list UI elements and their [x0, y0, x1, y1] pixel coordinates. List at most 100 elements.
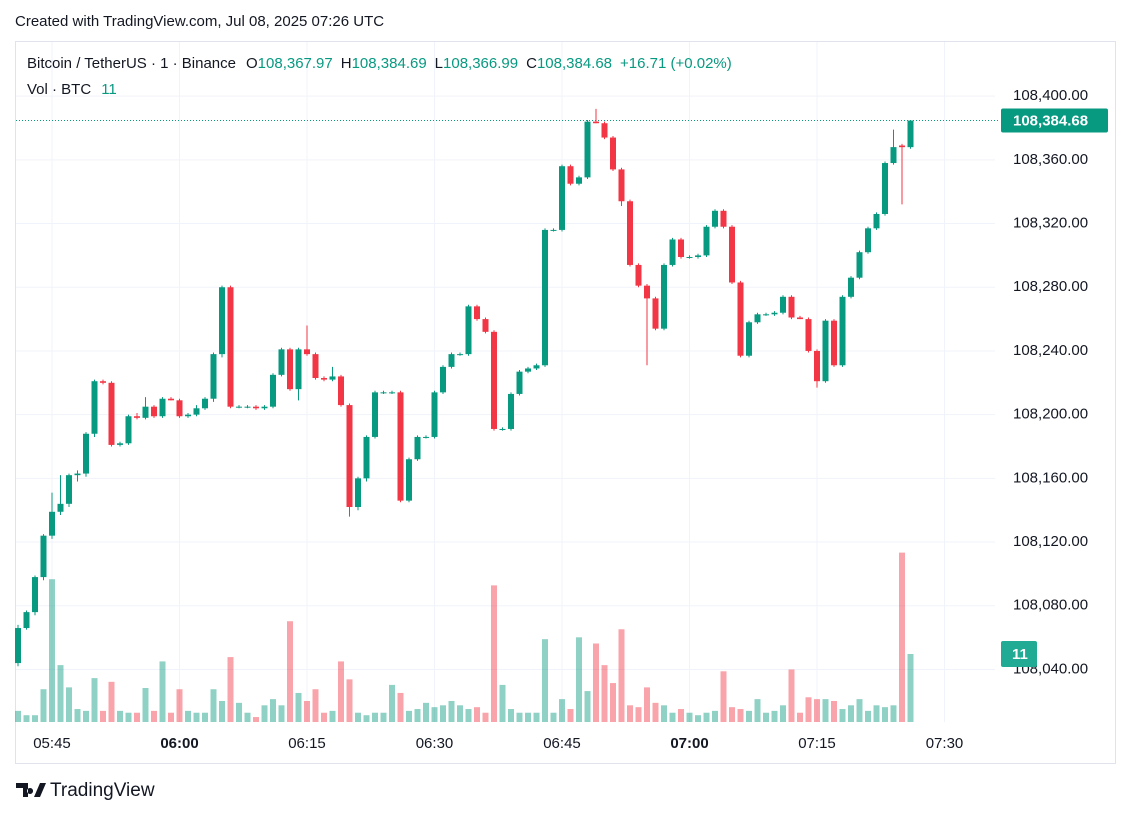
volume-bar [644, 687, 650, 722]
candle-body [516, 371, 523, 394]
candle-body [397, 392, 404, 501]
volume-bar [899, 552, 905, 722]
candle-body [856, 252, 863, 278]
legend-value: 108,366.99 [443, 55, 518, 72]
volume-bar [125, 712, 132, 722]
candle-body [151, 406, 157, 417]
volume-badge-label: 11 [1012, 646, 1028, 663]
volume-bar [236, 702, 242, 722]
candle-body [703, 226, 710, 256]
volume-bar [57, 665, 64, 722]
volume-bar [652, 702, 659, 722]
y-tick-label: 108,240.00 [1013, 342, 1088, 359]
candle-body [185, 414, 191, 417]
candle-body [295, 349, 302, 390]
x-tick-label: 06:30 [416, 735, 454, 752]
candle-body [720, 210, 727, 227]
brand-name: TradingView [50, 780, 155, 801]
x-tick-label: 06:45 [543, 735, 581, 752]
volume-bar [797, 712, 803, 722]
volume-layer [15, 552, 914, 722]
volume-bar [525, 712, 531, 722]
candle-body [729, 226, 735, 283]
candle-body [32, 577, 38, 613]
volume-bar [746, 710, 752, 722]
volume-bar [678, 709, 684, 722]
volume-bar [907, 654, 914, 722]
volume-bar [882, 707, 888, 722]
candle-body [261, 406, 268, 409]
x-tick-label: 05:45 [33, 735, 71, 752]
volume-bar [635, 707, 642, 722]
candle-body [644, 285, 650, 299]
volume-bar [839, 709, 846, 722]
volume-bar [287, 621, 293, 722]
candle-body [567, 166, 574, 184]
candle-body [831, 320, 837, 366]
volume-bar [865, 710, 871, 722]
volume-bar [168, 712, 174, 722]
volume-badge [1001, 641, 1037, 667]
y-tick-label: 108,200.00 [1013, 406, 1088, 423]
volume-bar [321, 712, 327, 722]
candle-body [253, 406, 259, 409]
y-tick-label: 108,280.00 [1013, 278, 1088, 295]
x-tick-label: 06:15 [288, 735, 326, 752]
volume-bar [771, 710, 778, 722]
volume-bar [91, 678, 98, 722]
volume-bar [720, 671, 727, 722]
candle-body [482, 319, 489, 332]
candle-body [712, 210, 718, 227]
volume-bar [474, 707, 480, 722]
candle-body [763, 314, 769, 316]
candle-body [669, 239, 676, 265]
volume-bar [593, 643, 599, 722]
candle-body [457, 354, 463, 356]
volume-bar [244, 712, 251, 722]
volume-bar [338, 661, 344, 722]
candle-body [440, 366, 446, 393]
last-price-label: 108,384.68 [1013, 113, 1088, 130]
volume-bar [210, 689, 217, 722]
candle-body [210, 354, 217, 399]
candle-body [304, 349, 310, 355]
volume-bar [202, 712, 208, 722]
candle-body [270, 374, 276, 407]
x-tick-label: 06:00 [160, 735, 198, 752]
volume-bar [584, 691, 591, 722]
x-tick-label: 07:30 [926, 735, 964, 752]
candle-body [389, 392, 395, 394]
candle-body [66, 475, 72, 504]
legend-value: 108,384.68 [537, 55, 612, 72]
volume-bar [601, 665, 608, 722]
volume-bar [312, 689, 319, 722]
volume-bar [219, 700, 225, 722]
volume-bar [482, 712, 489, 722]
volume-bar [712, 710, 718, 722]
legend-value: 108,367.97 [258, 55, 333, 72]
legend: Bitcoin / TetherUS · 1 · Binance O108,367… [27, 55, 732, 72]
candle-body [363, 436, 370, 479]
candle-body [635, 264, 642, 286]
legend-value: 108,384.69 [352, 55, 427, 72]
volume-bar [814, 699, 820, 722]
candle-body [678, 239, 684, 257]
volume-bar [117, 710, 123, 722]
volume-bar [151, 710, 157, 722]
volume-bar [763, 712, 769, 722]
candle-body [882, 163, 888, 214]
volume-bar [695, 715, 701, 722]
volume-legend: Vol · BTC 11 [27, 81, 117, 98]
volume-bar [703, 712, 710, 722]
volume-bar [193, 712, 200, 722]
volume-bar [542, 639, 548, 722]
candle-body [576, 177, 582, 184]
candle-layer [15, 108, 914, 667]
volume-bar [661, 705, 667, 722]
volume-bar [431, 707, 438, 722]
candle-body [176, 400, 183, 417]
volume-bar [788, 669, 795, 722]
candle-body [542, 229, 548, 366]
volume-bar [737, 709, 744, 722]
